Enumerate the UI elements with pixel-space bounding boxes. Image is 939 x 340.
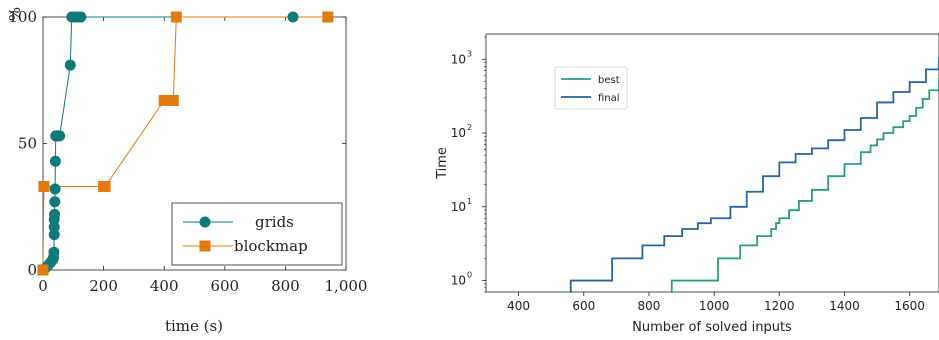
series-grids-point xyxy=(49,196,61,208)
legend-final-label: final xyxy=(598,93,620,104)
chart2-y-tick-label: 10 xyxy=(451,52,466,66)
chart1-y-tick-label: 0 xyxy=(27,261,37,279)
series-grids-point xyxy=(49,208,61,220)
series-blockmap-point xyxy=(167,94,179,106)
chart1-x-tick-label: 400 xyxy=(150,277,179,295)
chart2-legend: best final xyxy=(554,66,628,110)
legend-blockmap-marker xyxy=(199,240,211,252)
chart1-x-ticks: 0 200 400 600 800 1,000 xyxy=(38,17,367,295)
chart2-x-axis-label: Number of solved inputs xyxy=(632,320,792,335)
chart1-x-tick-label: 800 xyxy=(271,277,300,295)
series-grids-point xyxy=(54,130,66,142)
chart1-y-tick-label: 50 xyxy=(18,135,37,153)
chart2-y-tick-label: 10 xyxy=(451,126,466,140)
chart1-y-axis-label: % xyxy=(6,7,24,21)
series-blockmap-point xyxy=(170,11,182,23)
chart1-x-tick-label: 600 xyxy=(210,277,239,295)
series-grids-point xyxy=(48,246,60,258)
chart1-y-tick-label: 100 xyxy=(8,8,37,26)
chart1-x-axis-label: time (s) xyxy=(165,317,223,335)
series-best-line xyxy=(670,77,939,293)
chart2-x-tick-label: 800 xyxy=(637,299,660,313)
legend-grids-label: grids xyxy=(255,213,294,231)
chart2-x-tick-label: 1400 xyxy=(829,299,860,313)
chart2-x-tick-label: 1600 xyxy=(894,299,925,313)
chart2-x-tick-label: 400 xyxy=(507,299,530,313)
series-grids-point xyxy=(48,229,60,241)
series-grids-point xyxy=(49,155,61,167)
chart1-x-tick-label: 1,000 xyxy=(325,277,368,295)
series-blockmap-point xyxy=(38,181,50,193)
chart2-y-tick-exponent: 0 xyxy=(467,271,472,280)
series-blockmap-point xyxy=(99,181,111,193)
series-grids-point xyxy=(75,11,87,23)
chart1-legend: grids blockmap xyxy=(171,202,343,266)
chart2-y-tick-label: 10 xyxy=(451,274,466,288)
chart2-x-tick-label: 1200 xyxy=(764,299,795,313)
chart2-x-tick-label: 600 xyxy=(572,299,595,313)
legend-blockmap-label: blockmap xyxy=(234,237,308,255)
chart2-y-axis-label: Time xyxy=(435,147,450,180)
series-grids-point xyxy=(64,59,76,71)
chart1-series xyxy=(37,11,334,276)
chart2-y-tick-exponent: 3 xyxy=(467,49,472,58)
series-grids-point xyxy=(287,11,299,23)
legend-best-label: best xyxy=(598,75,620,86)
chart2-y-tick-exponent: 2 xyxy=(467,123,472,132)
series-blockmap-point xyxy=(322,11,334,23)
series-grids-point xyxy=(48,221,60,233)
chart1-x-tick-label: 0 xyxy=(38,277,48,295)
series-blockmap-point xyxy=(37,264,49,276)
series-grids-point xyxy=(49,183,61,195)
chart1-x-tick-label: 200 xyxy=(89,277,118,295)
series-final-line xyxy=(569,57,939,293)
chart2-y-tick-label: 10 xyxy=(451,200,466,214)
chart2-x-tick-label: 1000 xyxy=(699,299,730,313)
chart2-y-tick-exponent: 1 xyxy=(467,197,472,206)
chart2-plot-frame xyxy=(485,33,939,293)
chart1-legend-box xyxy=(171,202,343,266)
chart2-series xyxy=(569,57,939,293)
legend-grids-marker xyxy=(199,216,211,228)
chart2-legend-box xyxy=(554,66,628,110)
chart2-x-ticks: 400 600 800 1000 1200 1400 1600 xyxy=(507,292,925,313)
